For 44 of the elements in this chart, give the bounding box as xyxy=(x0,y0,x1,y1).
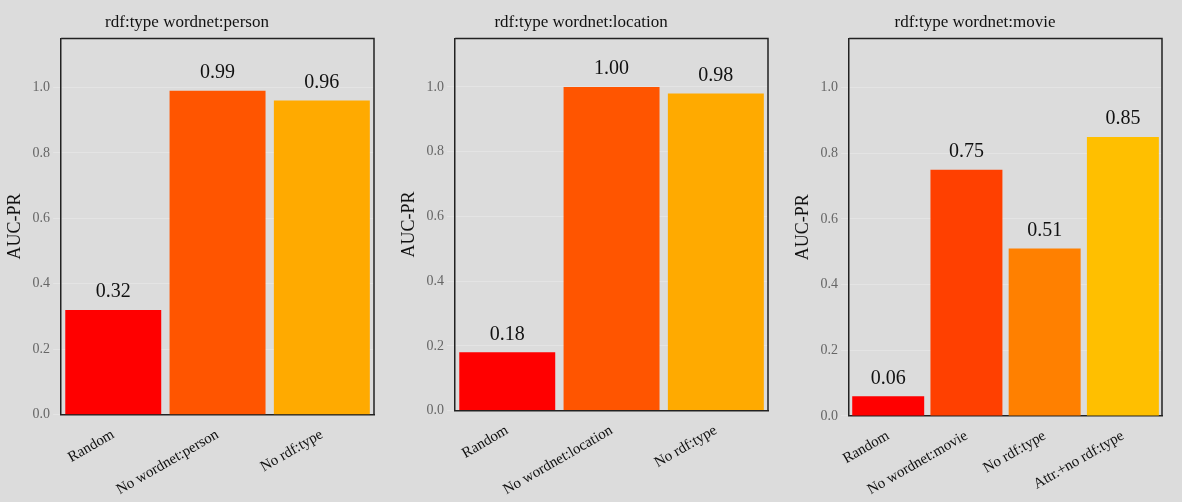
y-tick-label: 0.6 xyxy=(820,210,839,226)
bar xyxy=(169,90,266,415)
bar xyxy=(273,100,370,415)
data-label: 0.96 xyxy=(304,69,340,92)
data-label: 0.98 xyxy=(698,62,734,85)
y-tick-label: 0.4 xyxy=(32,275,51,291)
y-tick-label: 0.8 xyxy=(820,144,839,160)
y-tick-label: 0.6 xyxy=(32,210,51,226)
bar xyxy=(1086,136,1159,416)
y-tick-label: 0.8 xyxy=(32,144,51,160)
y-tick-label: 1.0 xyxy=(32,79,51,95)
data-label: 1.00 xyxy=(594,56,630,79)
data-label: 0.99 xyxy=(200,60,236,83)
chart-title: rdf:type wordnet:movie xyxy=(894,11,1056,31)
y-axis-title: AUC-PR xyxy=(397,191,418,258)
y-tick-label: 0.2 xyxy=(426,337,445,353)
y-tick-label: 0.0 xyxy=(32,406,51,422)
data-label: 0.51 xyxy=(1027,217,1063,240)
y-tick-label: 0.4 xyxy=(426,272,445,288)
y-tick-label: 1.0 xyxy=(820,79,839,95)
bar xyxy=(1008,248,1081,416)
bar xyxy=(563,86,660,411)
y-tick-label: 0.2 xyxy=(820,341,839,357)
data-label: 0.85 xyxy=(1105,106,1141,129)
y-tick-label: 0.6 xyxy=(426,208,445,224)
bar xyxy=(65,310,162,415)
y-tick-label: 1.0 xyxy=(426,78,445,94)
bar xyxy=(459,352,556,411)
y-tick-label: 0.0 xyxy=(426,402,445,418)
y-tick-label: 0.2 xyxy=(32,340,51,356)
data-label: 0.75 xyxy=(948,138,984,161)
y-axis-title: AUC-PR xyxy=(3,193,24,260)
chart-title: rdf:type wordnet:person xyxy=(105,11,270,31)
y-tick-label: 0.8 xyxy=(426,143,445,159)
bar xyxy=(667,93,764,411)
data-label: 0.32 xyxy=(95,279,131,302)
data-label: 0.18 xyxy=(489,321,525,344)
y-axis-title: AUC-PR xyxy=(791,194,812,261)
y-tick-label: 0.0 xyxy=(820,407,839,423)
y-tick-label: 0.4 xyxy=(820,276,839,292)
bar xyxy=(852,396,925,416)
data-label: 0.06 xyxy=(870,365,906,388)
bar xyxy=(930,169,1003,416)
chart-title: rdf:type wordnet:location xyxy=(494,11,669,31)
